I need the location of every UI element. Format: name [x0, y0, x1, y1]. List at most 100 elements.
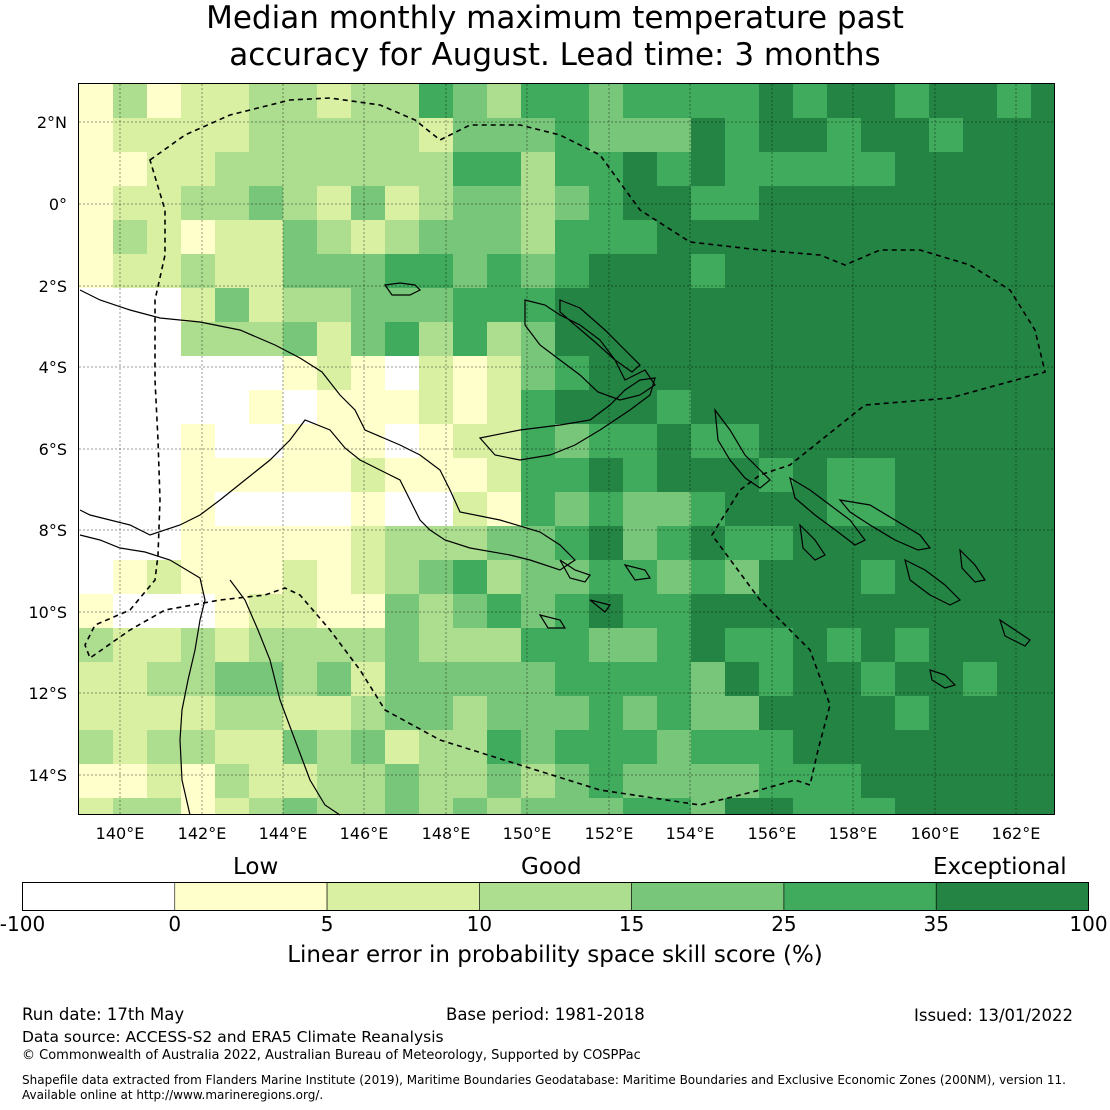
grid-cell [691, 356, 726, 391]
grid-cell [725, 424, 760, 459]
grid-cell [351, 730, 386, 765]
grid-cell [215, 730, 250, 765]
grid-cell [963, 560, 998, 595]
grid-cell [997, 526, 1032, 561]
grid-cell [385, 84, 420, 119]
grid-cell [1031, 458, 1055, 493]
grid-cell [249, 390, 284, 425]
grid-cell [793, 390, 828, 425]
grid-cell [521, 662, 556, 697]
grid-cell [249, 764, 284, 799]
grid-cell [453, 628, 488, 663]
grid-cell [215, 560, 250, 595]
grid-cell [895, 764, 930, 799]
grid-cell [555, 628, 590, 663]
grid-cell [317, 594, 352, 629]
grid-cell [1031, 628, 1055, 663]
grid-cell [827, 288, 862, 323]
grid-cell [419, 730, 454, 765]
grid-cell [725, 84, 760, 119]
grid-cell [453, 764, 488, 799]
grid-cell [691, 288, 726, 323]
grid-cell [487, 356, 522, 391]
longitude-label: 158°E [829, 824, 878, 840]
grid-cell [317, 390, 352, 425]
new-guinea-coastline [79, 289, 576, 571]
grid-cell [623, 288, 658, 323]
grid-cell [725, 492, 760, 527]
grid-cell [521, 764, 556, 799]
grid-cell [113, 696, 148, 731]
grid-cell [147, 424, 182, 459]
grid-cell [623, 594, 658, 629]
grid-cell [249, 186, 284, 221]
grid-cell [997, 492, 1032, 527]
grid-cell [589, 560, 624, 595]
grid-cell [589, 84, 624, 119]
grid-cell [759, 662, 794, 697]
shapefile-url: Available online at http://www.marinereg… [22, 1088, 324, 1102]
grid-cell [657, 730, 692, 765]
grid-cell [453, 220, 488, 255]
grid-cell [929, 152, 964, 187]
grid-cell [453, 424, 488, 459]
grid-cell [487, 560, 522, 595]
grid-cell [215, 390, 250, 425]
grid-cell [317, 560, 352, 595]
grid-cell [623, 730, 658, 765]
grid-cell [419, 356, 454, 391]
grid-cell [759, 390, 794, 425]
grid-cell [283, 560, 318, 595]
grid-cell [113, 764, 148, 799]
colorbar-segment [22, 882, 176, 911]
grid-cell [283, 186, 318, 221]
grid-cell [113, 798, 148, 815]
grid-cell [1031, 526, 1055, 561]
colorbar-segment [631, 882, 785, 911]
grid-cell [249, 152, 284, 187]
grid-cell [793, 254, 828, 289]
grid-cell [793, 424, 828, 459]
grid-cell [147, 492, 182, 527]
grid-cell [759, 798, 794, 815]
grid-cell [351, 322, 386, 357]
grid-cell [861, 356, 896, 391]
grid-cell [215, 458, 250, 493]
grid-cell [419, 390, 454, 425]
grid-cell [419, 628, 454, 663]
grid-cell [691, 526, 726, 561]
grid-cell [215, 526, 250, 561]
grid-cell [385, 186, 420, 221]
grid-cell [283, 798, 318, 815]
grid-cell [487, 390, 522, 425]
grid-cell [79, 730, 114, 765]
grid-cell [147, 288, 182, 323]
grid-cell [691, 220, 726, 255]
grid-cell [419, 220, 454, 255]
grid-cell [79, 220, 114, 255]
grid-cell [385, 798, 420, 815]
longitude-label: 160°E [911, 824, 960, 840]
grid-cell [997, 560, 1032, 595]
grid-cell [385, 560, 420, 595]
grid-cell [555, 492, 590, 527]
grid-cell [317, 118, 352, 153]
grid-cell [895, 186, 930, 221]
grid-cell [725, 118, 760, 153]
grid-cell [895, 152, 930, 187]
colorbar-tick-label: -100 [0, 912, 46, 936]
grid-cell [623, 84, 658, 119]
grid-cell [895, 594, 930, 629]
grid-cell [317, 458, 352, 493]
grid-cell [249, 254, 284, 289]
grid-cell [351, 288, 386, 323]
grid-cell [793, 662, 828, 697]
grid-cell [79, 186, 114, 221]
grid-cell [555, 560, 590, 595]
grid-cell [521, 628, 556, 663]
grid-cell [487, 322, 522, 357]
grid-cell [1031, 118, 1055, 153]
grid-cell [249, 84, 284, 119]
grid-cell [385, 628, 420, 663]
grid-cell [827, 696, 862, 731]
